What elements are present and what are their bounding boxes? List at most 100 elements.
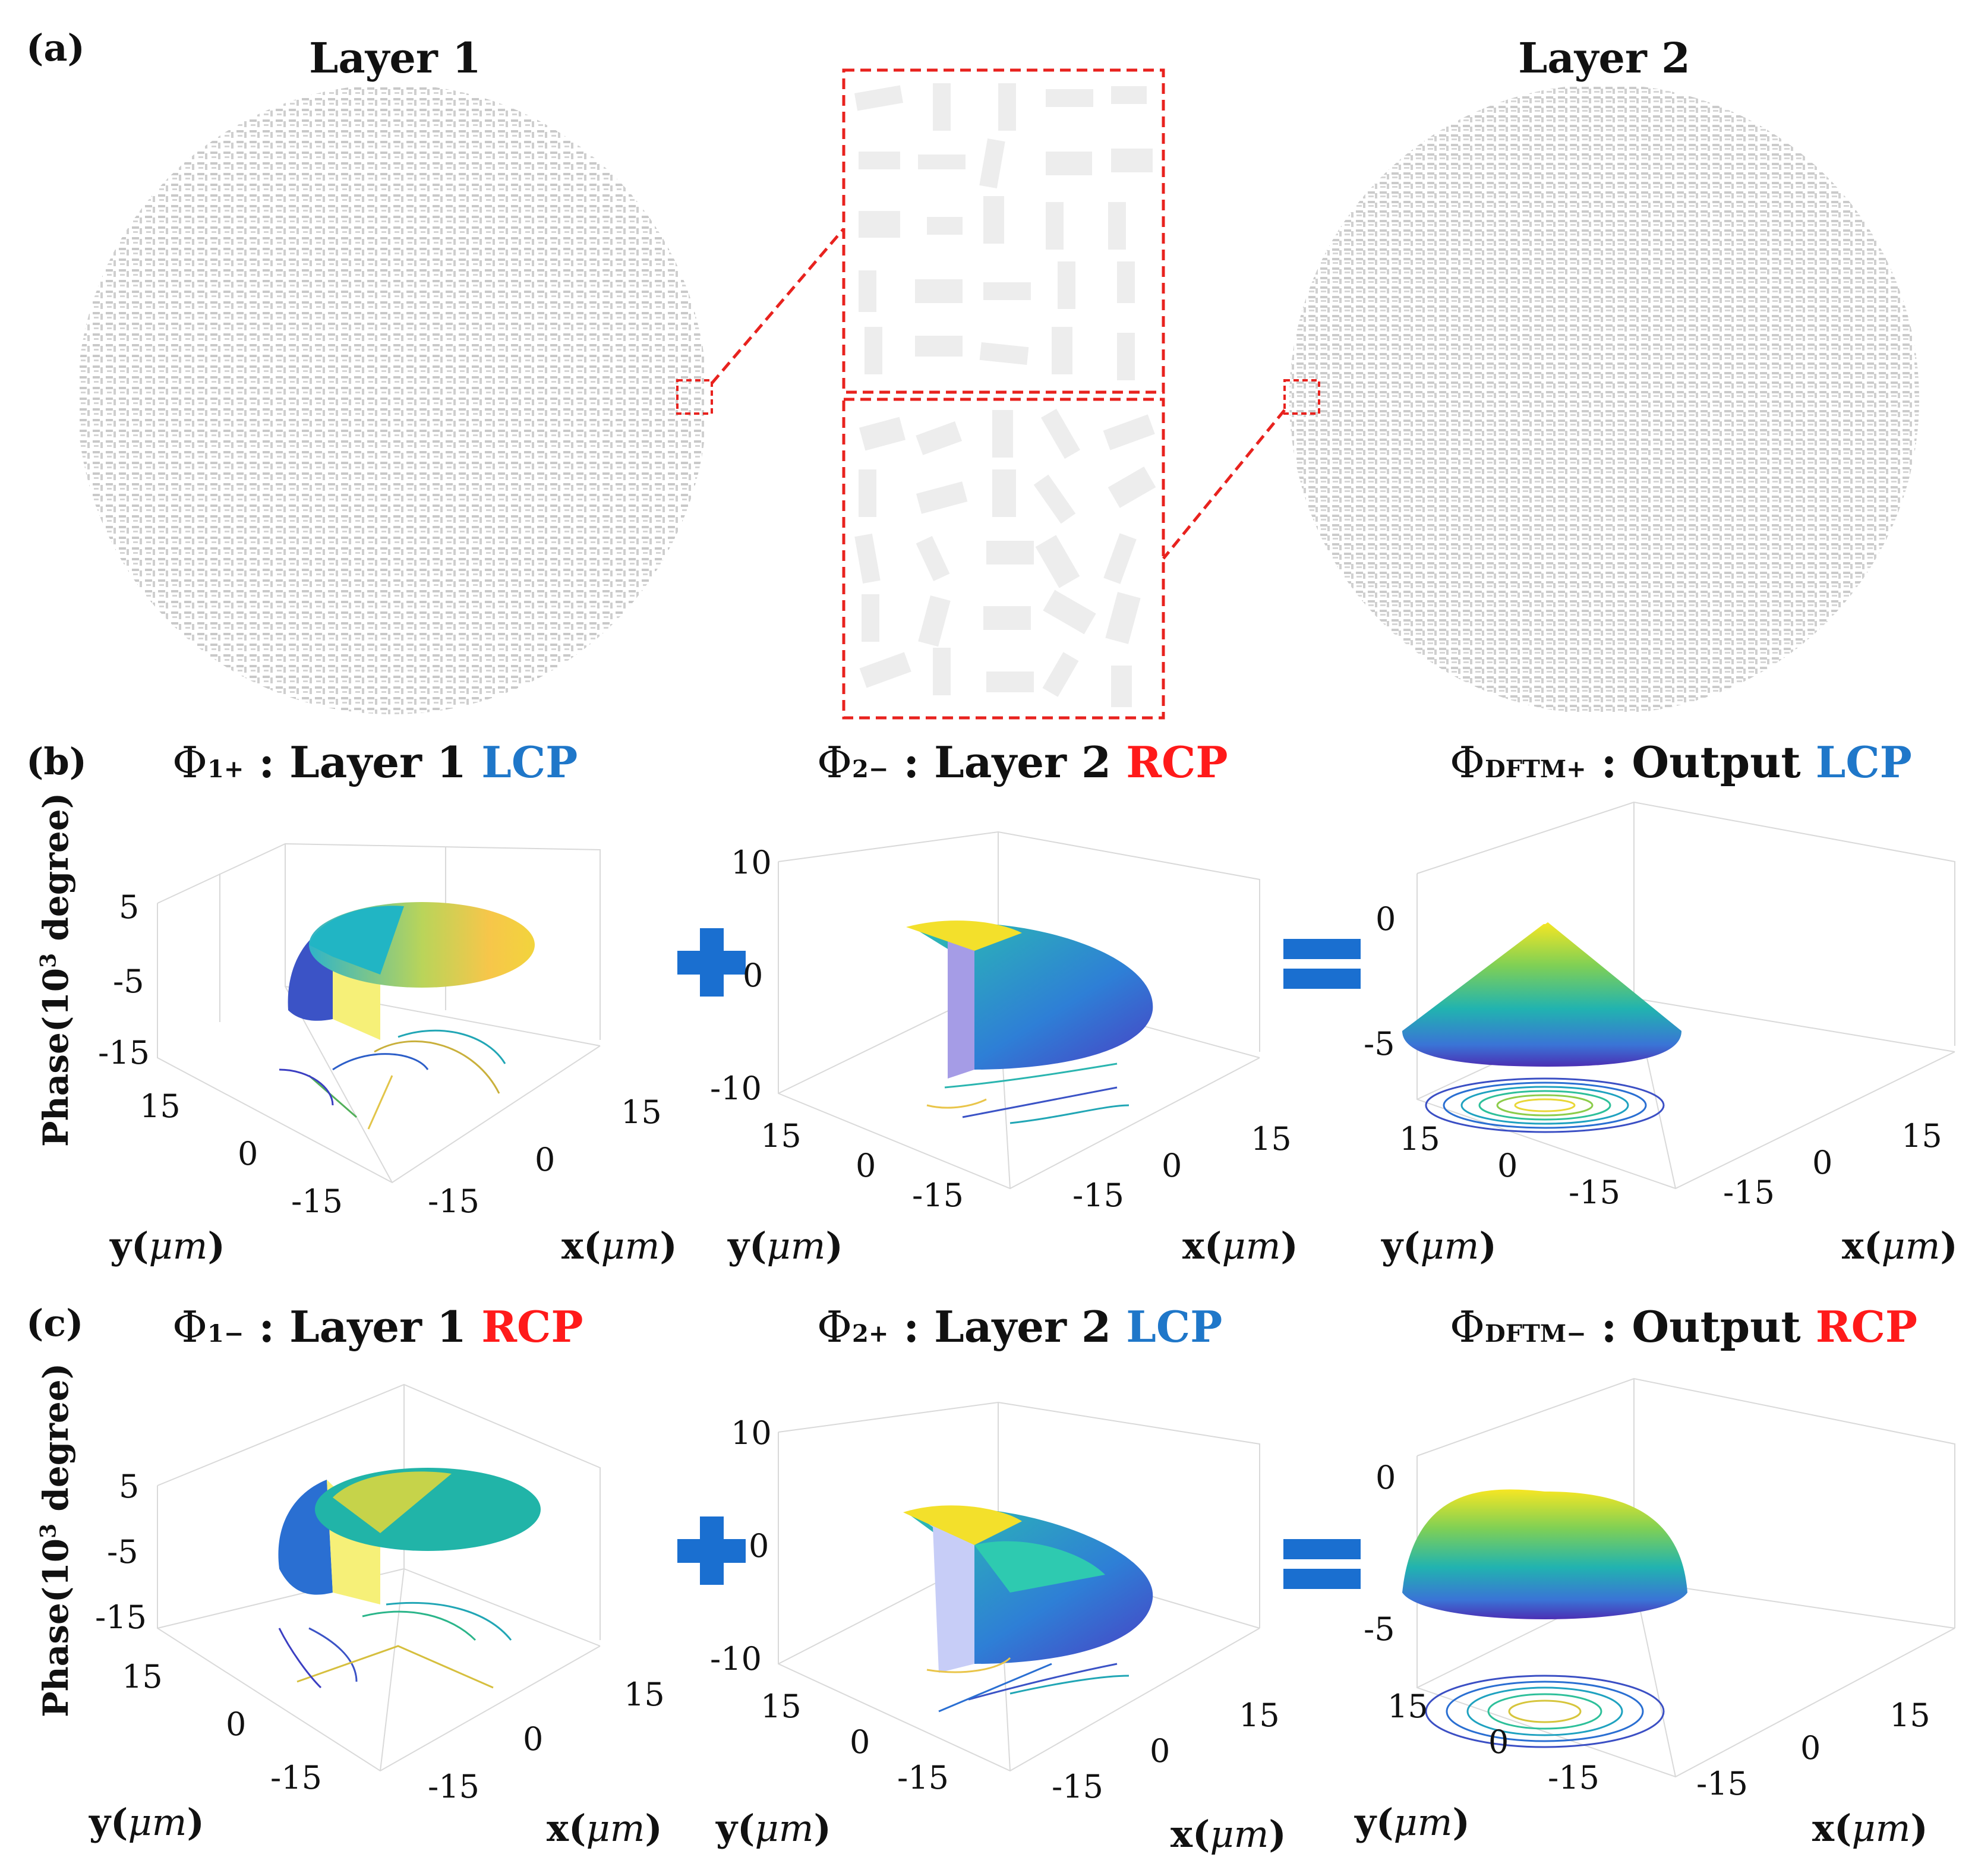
tick-x: 15	[1251, 1120, 1292, 1158]
y-label-c1: y(μm)	[89, 1801, 204, 1844]
tick-y: 15	[1387, 1688, 1428, 1725]
x-label-c2: x(μm)	[1171, 1812, 1286, 1856]
tick-z: 0	[1375, 1459, 1396, 1496]
tick-z: 10	[731, 1414, 772, 1452]
tick-z: 5	[119, 888, 140, 926]
tick-z: 0	[1375, 900, 1396, 938]
tick-z: -5	[113, 963, 144, 1000]
x-label-b3: x(μm)	[1842, 1224, 1958, 1268]
tick-z: -5	[1364, 1025, 1395, 1062]
tick-x: 0	[1150, 1732, 1171, 1770]
surface-c3	[1402, 1489, 1687, 1748]
tick-y: -15	[912, 1177, 964, 1214]
tick-z: -5	[1364, 1610, 1395, 1648]
y-axis-label-c: Phase(103 degree)	[36, 1363, 76, 1717]
pol-rcp: RCP	[1815, 1301, 1918, 1352]
y-label-b3: y(μm)	[1381, 1224, 1497, 1268]
phi-symbol: Φ	[172, 737, 208, 787]
tick-y: 15	[761, 1117, 802, 1155]
tick-z: 0	[743, 957, 764, 994]
tick-z: 0	[749, 1527, 769, 1565]
pol-rcp: RCP	[1126, 737, 1228, 787]
tick-y: -15	[897, 1759, 949, 1796]
x-label-b2: x(μm)	[1182, 1224, 1298, 1268]
y-label-b2: y(μm)	[728, 1224, 843, 1268]
tick-x: 15	[624, 1676, 665, 1713]
layer1-metasurface	[77, 84, 707, 714]
tick-x: -15	[428, 1768, 479, 1805]
tick-x: 0	[1812, 1144, 1833, 1181]
tick-x: 0	[1800, 1729, 1821, 1767]
tick-y: 0	[1497, 1147, 1518, 1184]
tick-x: -15	[1052, 1768, 1103, 1805]
pol-lcp: LCP	[1126, 1301, 1223, 1352]
tick-x: 15	[1889, 1697, 1930, 1734]
tick-x: -15	[428, 1183, 479, 1220]
tick-x: 0	[523, 1720, 544, 1758]
layer2-zoom-box	[1283, 379, 1320, 415]
contours-c3	[1425, 1675, 1665, 1748]
tick-x: -15	[1072, 1177, 1124, 1214]
zoom-nanofins-top	[854, 83, 1153, 380]
panel-b-label: (b)	[26, 740, 87, 783]
tick-y: -15	[1569, 1174, 1620, 1211]
tick-y: 15	[122, 1658, 163, 1695]
surface-b1	[279, 902, 535, 1130]
tick-y: 15	[1399, 1120, 1440, 1158]
tick-y: 0	[238, 1135, 258, 1172]
tick-x: 0	[535, 1141, 556, 1178]
zoom-nanofins-bottom	[854, 408, 1156, 707]
tick-y: 0	[1488, 1723, 1509, 1761]
surface-c2	[903, 1505, 1153, 1713]
tick-x: -15	[1696, 1765, 1748, 1802]
y-label-b1: y(μm)	[110, 1224, 225, 1268]
layer1-title: Layer 1	[309, 33, 481, 83]
plot-c2-title: Φ2+ : Layer 2 LCP	[817, 1301, 1223, 1352]
tick-y: -15	[1548, 1759, 1599, 1796]
x-label-c1: x(μm)	[547, 1806, 662, 1850]
tick-z: -10	[710, 1070, 762, 1107]
panel-a-label: (a)	[26, 26, 85, 70]
equals-icon	[1283, 939, 1361, 1589]
plot-c3-title: ΦDFTM− : Output RCP	[1450, 1301, 1918, 1352]
tick-y: 15	[761, 1688, 802, 1725]
tick-z: -15	[95, 1598, 147, 1636]
pol-lcp: LCP	[1815, 737, 1912, 787]
tick-z: -10	[710, 1640, 762, 1678]
pol-rcp: RCP	[481, 1301, 583, 1352]
tick-y: -15	[270, 1759, 322, 1796]
y-label-c3: y(μm)	[1355, 1801, 1470, 1844]
tick-y: -15	[291, 1183, 343, 1220]
tick-y: 0	[850, 1723, 870, 1761]
tick-y: 0	[856, 1147, 876, 1184]
plus-icon	[677, 928, 746, 1585]
tick-z: 10	[731, 844, 772, 881]
layer2-metasurface	[1289, 84, 1919, 714]
plot-b3-title: ΦDFTM+ : Output LCP	[1450, 737, 1912, 787]
surface-b2	[906, 920, 1153, 1124]
x-label-b1: x(μm)	[561, 1224, 677, 1268]
tick-x: 15	[1901, 1117, 1942, 1155]
tick-z: 5	[119, 1468, 140, 1505]
layer2-title: Layer 2	[1518, 33, 1690, 83]
tick-x: 15	[1239, 1697, 1280, 1734]
contours-b3	[1425, 1077, 1665, 1133]
tick-x: 0	[1162, 1147, 1182, 1184]
y-label-c2: y(μm)	[716, 1806, 831, 1850]
tick-y: 0	[226, 1705, 247, 1743]
layer1-zoom-box	[676, 379, 713, 415]
tick-x: 15	[621, 1093, 662, 1131]
pol-lcp: LCP	[481, 737, 578, 787]
surface-b3	[1402, 922, 1681, 1133]
plot-c1-title: Φ1− : Layer 1 RCP	[172, 1301, 583, 1352]
panel-c-label: (c)	[26, 1301, 84, 1345]
tick-y: 15	[140, 1087, 181, 1125]
plot-b1-title: Φ1+ : Layer 1 LCP	[172, 737, 578, 787]
tick-z: -15	[98, 1034, 150, 1071]
plot-b2-title: Φ2− : Layer 2 RCP	[817, 737, 1228, 787]
surface-c1	[278, 1468, 541, 1689]
x-label-c3: x(μm)	[1812, 1806, 1928, 1850]
tick-x: -15	[1723, 1174, 1775, 1211]
